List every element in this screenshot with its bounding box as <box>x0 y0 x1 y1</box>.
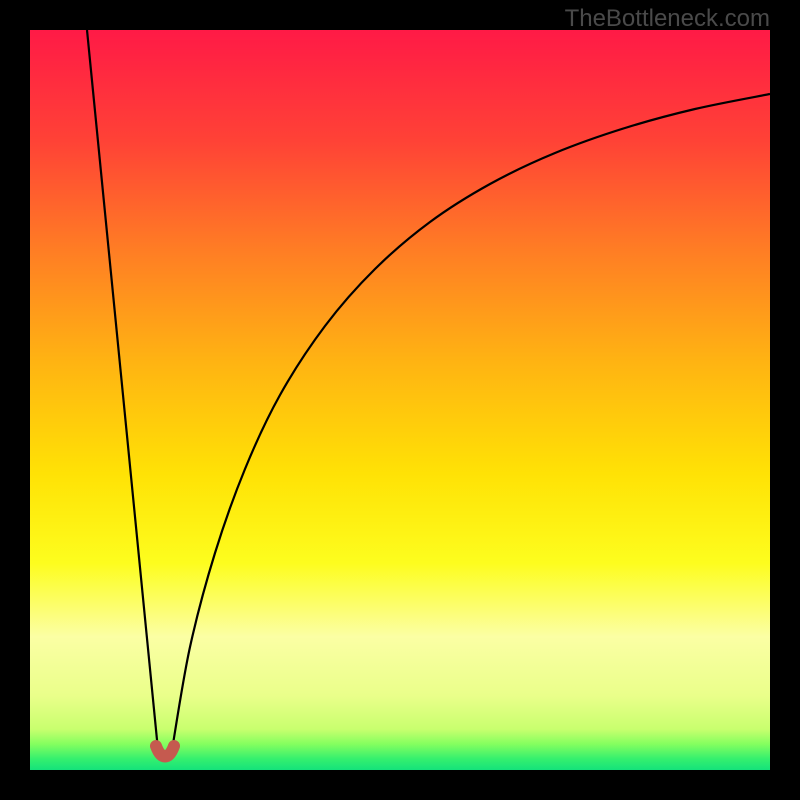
watermark-text: TheBottleneck.com <box>565 5 770 33</box>
curve-right-branch <box>172 94 770 750</box>
curve-dip <box>156 746 174 757</box>
chart-frame: TheBottleneck.com <box>0 0 800 800</box>
curve-left-branch <box>87 30 158 750</box>
curves-layer <box>0 0 800 800</box>
